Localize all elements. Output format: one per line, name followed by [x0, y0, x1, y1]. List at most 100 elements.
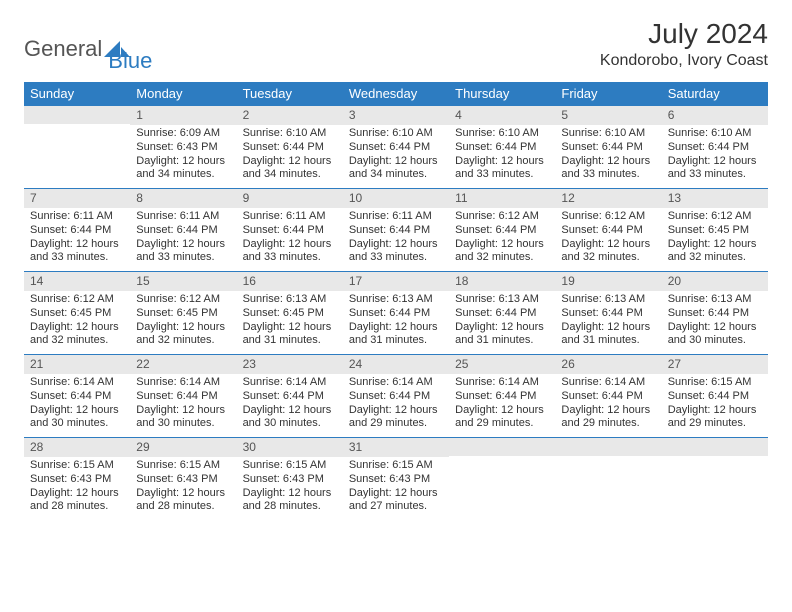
day-body — [449, 456, 555, 514]
day-number: 15 — [130, 272, 236, 291]
day-cell: 3Sunrise: 6:10 AMSunset: 6:44 PMDaylight… — [343, 106, 449, 189]
sunset-text: Sunset: 6:44 PM — [136, 224, 230, 238]
header: General Blue July 2024 Kondorobo, Ivory … — [24, 18, 768, 74]
day-body: Sunrise: 6:12 AMSunset: 6:44 PMDaylight:… — [555, 208, 661, 271]
daylight-text: Daylight: 12 hours and 32 minutes. — [561, 238, 655, 266]
sunset-text: Sunset: 6:44 PM — [668, 390, 762, 404]
day-body: Sunrise: 6:14 AMSunset: 6:44 PMDaylight:… — [237, 374, 343, 437]
sunrise-text: Sunrise: 6:12 AM — [455, 210, 549, 224]
sunrise-text: Sunrise: 6:14 AM — [561, 376, 655, 390]
day-body: Sunrise: 6:15 AMSunset: 6:43 PMDaylight:… — [130, 457, 236, 520]
month-title: July 2024 — [600, 18, 768, 50]
day-cell: 4Sunrise: 6:10 AMSunset: 6:44 PMDaylight… — [449, 106, 555, 189]
daylight-text: Daylight: 12 hours and 32 minutes. — [668, 238, 762, 266]
day-body: Sunrise: 6:12 AMSunset: 6:45 PMDaylight:… — [662, 208, 768, 271]
week-row: 1Sunrise: 6:09 AMSunset: 6:43 PMDaylight… — [24, 106, 768, 189]
sunrise-text: Sunrise: 6:13 AM — [561, 293, 655, 307]
sunrise-text: Sunrise: 6:10 AM — [668, 127, 762, 141]
sunrise-text: Sunrise: 6:10 AM — [243, 127, 337, 141]
daylight-text: Daylight: 12 hours and 29 minutes. — [349, 404, 443, 432]
logo: General Blue — [24, 18, 152, 74]
sunset-text: Sunset: 6:43 PM — [349, 473, 443, 487]
day-number: 24 — [343, 355, 449, 374]
sunset-text: Sunset: 6:44 PM — [455, 390, 549, 404]
sunrise-text: Sunrise: 6:11 AM — [243, 210, 337, 224]
day-number — [662, 438, 768, 456]
day-cell: 15Sunrise: 6:12 AMSunset: 6:45 PMDayligh… — [130, 272, 236, 355]
day-number: 27 — [662, 355, 768, 374]
day-number: 14 — [24, 272, 130, 291]
sunset-text: Sunset: 6:44 PM — [243, 141, 337, 155]
day-body: Sunrise: 6:11 AMSunset: 6:44 PMDaylight:… — [343, 208, 449, 271]
daylight-text: Daylight: 12 hours and 31 minutes. — [455, 321, 549, 349]
sunrise-text: Sunrise: 6:11 AM — [30, 210, 124, 224]
sunrise-text: Sunrise: 6:15 AM — [243, 459, 337, 473]
day-header-mon: Monday — [130, 82, 236, 106]
day-number: 29 — [130, 438, 236, 457]
daylight-text: Daylight: 12 hours and 28 minutes. — [30, 487, 124, 515]
day-number: 17 — [343, 272, 449, 291]
sunrise-text: Sunrise: 6:15 AM — [136, 459, 230, 473]
sunset-text: Sunset: 6:44 PM — [136, 390, 230, 404]
day-number: 21 — [24, 355, 130, 374]
sunrise-text: Sunrise: 6:13 AM — [455, 293, 549, 307]
day-header-thu: Thursday — [449, 82, 555, 106]
day-cell: 22Sunrise: 6:14 AMSunset: 6:44 PMDayligh… — [130, 355, 236, 438]
day-body: Sunrise: 6:11 AMSunset: 6:44 PMDaylight:… — [130, 208, 236, 271]
day-body: Sunrise: 6:12 AMSunset: 6:44 PMDaylight:… — [449, 208, 555, 271]
sunset-text: Sunset: 6:43 PM — [136, 141, 230, 155]
day-cell: 9Sunrise: 6:11 AMSunset: 6:44 PMDaylight… — [237, 189, 343, 272]
sunset-text: Sunset: 6:44 PM — [455, 307, 549, 321]
day-cell: 11Sunrise: 6:12 AMSunset: 6:44 PMDayligh… — [449, 189, 555, 272]
sunset-text: Sunset: 6:44 PM — [243, 390, 337, 404]
sunset-text: Sunset: 6:44 PM — [668, 141, 762, 155]
day-body: Sunrise: 6:15 AMSunset: 6:43 PMDaylight:… — [24, 457, 130, 520]
sunrise-text: Sunrise: 6:12 AM — [561, 210, 655, 224]
sunset-text: Sunset: 6:45 PM — [136, 307, 230, 321]
day-cell: 30Sunrise: 6:15 AMSunset: 6:43 PMDayligh… — [237, 438, 343, 521]
day-number: 4 — [449, 106, 555, 125]
week-row: 28Sunrise: 6:15 AMSunset: 6:43 PMDayligh… — [24, 438, 768, 521]
daylight-text: Daylight: 12 hours and 30 minutes. — [136, 404, 230, 432]
day-header-sun: Sunday — [24, 82, 130, 106]
day-cell: 13Sunrise: 6:12 AMSunset: 6:45 PMDayligh… — [662, 189, 768, 272]
day-number: 12 — [555, 189, 661, 208]
day-body: Sunrise: 6:13 AMSunset: 6:44 PMDaylight:… — [449, 291, 555, 354]
sunset-text: Sunset: 6:44 PM — [455, 141, 549, 155]
daylight-text: Daylight: 12 hours and 33 minutes. — [136, 238, 230, 266]
daylight-text: Daylight: 12 hours and 29 minutes. — [455, 404, 549, 432]
sunrise-text: Sunrise: 6:10 AM — [561, 127, 655, 141]
day-number: 26 — [555, 355, 661, 374]
day-cell — [449, 438, 555, 521]
day-number: 6 — [662, 106, 768, 125]
day-number: 22 — [130, 355, 236, 374]
daylight-text: Daylight: 12 hours and 31 minutes. — [561, 321, 655, 349]
sunset-text: Sunset: 6:44 PM — [455, 224, 549, 238]
day-cell — [555, 438, 661, 521]
week-row: 7Sunrise: 6:11 AMSunset: 6:44 PMDaylight… — [24, 189, 768, 272]
daylight-text: Daylight: 12 hours and 30 minutes. — [30, 404, 124, 432]
daylight-text: Daylight: 12 hours and 32 minutes. — [30, 321, 124, 349]
day-number: 2 — [237, 106, 343, 125]
logo-text-general: General — [24, 36, 102, 62]
daylight-text: Daylight: 12 hours and 31 minutes. — [349, 321, 443, 349]
day-body: Sunrise: 6:15 AMSunset: 6:43 PMDaylight:… — [343, 457, 449, 520]
day-number: 1 — [130, 106, 236, 125]
daylight-text: Daylight: 12 hours and 33 minutes. — [455, 155, 549, 183]
day-number: 18 — [449, 272, 555, 291]
day-number: 28 — [24, 438, 130, 457]
calendar-table: Sunday Monday Tuesday Wednesday Thursday… — [24, 82, 768, 520]
daylight-text: Daylight: 12 hours and 33 minutes. — [561, 155, 655, 183]
day-body: Sunrise: 6:13 AMSunset: 6:44 PMDaylight:… — [662, 291, 768, 354]
week-row: 21Sunrise: 6:14 AMSunset: 6:44 PMDayligh… — [24, 355, 768, 438]
day-number: 8 — [130, 189, 236, 208]
day-number: 7 — [24, 189, 130, 208]
day-cell: 12Sunrise: 6:12 AMSunset: 6:44 PMDayligh… — [555, 189, 661, 272]
day-body: Sunrise: 6:10 AMSunset: 6:44 PMDaylight:… — [449, 125, 555, 188]
day-body: Sunrise: 6:14 AMSunset: 6:44 PMDaylight:… — [343, 374, 449, 437]
sunset-text: Sunset: 6:44 PM — [561, 307, 655, 321]
daylight-text: Daylight: 12 hours and 27 minutes. — [349, 487, 443, 515]
location: Kondorobo, Ivory Coast — [600, 52, 768, 70]
day-body: Sunrise: 6:13 AMSunset: 6:44 PMDaylight:… — [343, 291, 449, 354]
day-body: Sunrise: 6:10 AMSunset: 6:44 PMDaylight:… — [662, 125, 768, 188]
